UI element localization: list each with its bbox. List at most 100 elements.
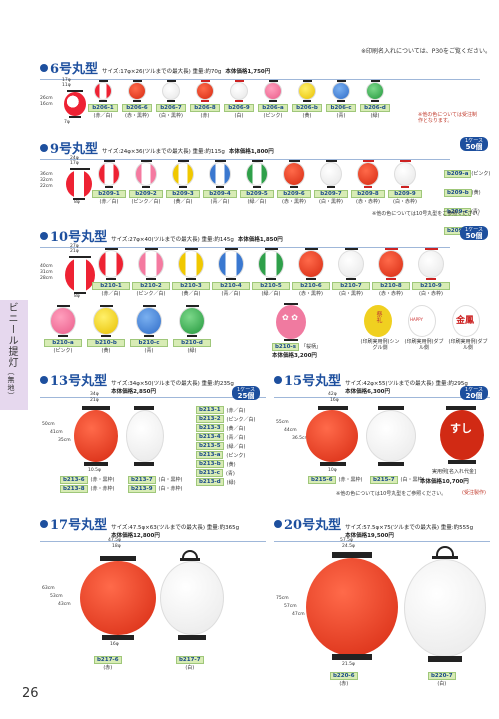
product-code: b210-6 (292, 282, 330, 290)
product-caption: (白・黒枠) (319, 199, 343, 205)
product-code: b206-9 (224, 104, 254, 112)
product-caption: (赤／白) (99, 199, 119, 205)
product-row: b210-1 (赤／白) b210-2 (ピンク／白) b210-3 (黄／白) b210-… (92, 248, 492, 300)
price: 本体価格1,800円 (228, 149, 274, 155)
lantern-image (196, 80, 214, 104)
lantern-image (93, 305, 119, 339)
product-item: b209-9 (白・赤枠) (388, 160, 422, 208)
product-item: b206-6 (赤・黒枠) (122, 80, 152, 128)
product-item: b210-b (黄) (87, 305, 125, 357)
spec: サイズ:57.5φ×75(ツルまでの最大長) 重量:約555g (345, 525, 474, 531)
product-caption: (白・黒枠) (339, 291, 363, 297)
product-item: b206-8 (赤) (190, 80, 220, 128)
product-caption: (黄) (101, 348, 111, 354)
lantern-image (418, 248, 444, 282)
note-order: (受注製作) (462, 490, 486, 496)
color-variant: b213-1 (赤／白) (196, 406, 272, 414)
product-item: b210-d (緑) (173, 305, 211, 357)
product-caption: (黄) (302, 113, 312, 119)
product-b217-red: b217-6 (赤) (94, 656, 122, 671)
page-number: 26 (22, 686, 39, 701)
sakura-name: 「桜柄」 (300, 344, 321, 350)
side-tab (0, 300, 28, 410)
lantern-image (378, 248, 404, 282)
color-variant: b209-c (青) (444, 198, 494, 217)
color-variant: b213-a (ピンク) (196, 451, 272, 459)
variant-code: b213-4 (196, 433, 224, 441)
product-code: b209-1 (92, 190, 126, 198)
variant-color: (ピンク) (471, 171, 491, 177)
product-code: b209-3 (166, 190, 200, 198)
lantern-image (264, 80, 282, 104)
color-variant: b213-3 (黄／白) (196, 424, 272, 432)
product-b213-white: b213-7 (白・黒枠) b213-9 (白・赤枠) (128, 476, 182, 493)
variant-code: b213-c (196, 469, 223, 477)
variant-color: (黄) (471, 190, 481, 196)
section-9: 9号丸型 サイズ:24φ×36(ツルまでの最大長) 重量:約115g 本体価格1… (40, 138, 495, 160)
variant-code: b213-5 (196, 442, 224, 450)
product-item: b210-3 (黄／白) (172, 248, 210, 300)
product-caption: (緑) (187, 348, 197, 354)
lantern-image (332, 80, 350, 104)
variant-code: b209-b (444, 189, 472, 197)
lantern-13-diagram: 34φ 21φ 50cm 41cm 35cm 10.5φ (42, 392, 192, 502)
product-code: b210-a (44, 339, 82, 347)
color-variant: b209-a (ピンク) (444, 160, 494, 179)
price: 本体価格19,500円 (345, 533, 394, 539)
section-title: 6号丸型 (40, 58, 98, 77)
lantern-image (320, 160, 342, 190)
note: ※他の色については10号丸型をご参照ください。 (372, 211, 483, 217)
case-badge: 1ケース 20個 (460, 386, 488, 400)
lantern-17-diagram: 47.5φ 18φ 63cm 53cm 43cm 16φ (42, 538, 242, 688)
product-caption: (白) (234, 113, 244, 119)
section-title: 9号丸型 (40, 138, 98, 157)
section-17: 17号丸型 サイズ:47.5φ×63(ツルまでの最大長) 重量:約365g 本体… (40, 514, 270, 542)
section-20: 20号丸型 サイズ:57.5φ×75(ツルまでの最大長) 重量:約555g 本体… (274, 514, 496, 542)
product-code: b209-9 (388, 190, 422, 198)
product-caption: (赤・黒枠) (282, 199, 306, 205)
case-badge: 1ケース 50個 (460, 137, 488, 151)
lantern-image (218, 248, 244, 282)
product-item: b209-5 (緑／白) (240, 160, 274, 208)
example-price: 本体価格10,700円 (420, 479, 469, 485)
product-caption: (ピンク／白) (131, 199, 161, 205)
note: ※他の色については10号丸型をご参照ください。 (336, 491, 447, 497)
product-code: b206-b (292, 104, 322, 112)
lantern-image (98, 160, 120, 190)
product-code: b206-6 (122, 104, 152, 112)
variant-code: b213-a (196, 451, 224, 459)
product-caption: (ピンク) (53, 348, 73, 354)
sakura-product: ✿ ✿ b210-s 「桜柄」 本体価格3,200円 (272, 303, 321, 359)
color-variant: b213-2 (ピンク／白) (196, 415, 272, 423)
product-caption: (白・赤枠) (419, 291, 443, 297)
section-10: 10号丸型 サイズ:27φ×40(ツルまでの最大長) 重量:約145g 本体価格… (40, 226, 495, 248)
product-item: b209-8 (赤・赤枠) (351, 160, 385, 208)
product-item: b210-8 (赤・赤枠) (372, 248, 410, 300)
variant-color: (ピンク／白) (226, 416, 256, 423)
lantern-image (230, 80, 248, 104)
dimension-diagram: 27φ 21φ 40cm 31cm 28cm 8φ (40, 244, 95, 300)
variant-color: (青) (225, 470, 235, 477)
product-b217-white: b217-7 (白) (176, 656, 204, 671)
product-code: b210-7 (332, 282, 370, 290)
lantern-image (338, 248, 364, 282)
lantern-image (179, 305, 205, 339)
lantern-image (136, 305, 162, 339)
variant-code: b213-d (196, 478, 224, 486)
lantern-image (209, 160, 231, 190)
section-title: 10号丸型 (40, 226, 107, 245)
dimension-diagram: 17φ 11φ 26cm 16cm 7φ (40, 78, 90, 126)
product-caption: (赤・赤枠) (379, 291, 403, 297)
price: 本体価格12,800円 (111, 533, 160, 539)
variant-color: (青) (470, 209, 480, 215)
example-caption: 実用例[名入れ代金] (432, 469, 476, 475)
product-code: b209-8 (351, 190, 385, 198)
lantern-image (162, 80, 180, 104)
color-variant: b213-4 (青／白) (196, 433, 272, 441)
product-code: b210-8 (372, 282, 410, 290)
color-variant: b213-5 (緑／白) (196, 442, 272, 450)
product-item: b206-1 (赤／白) (88, 80, 118, 128)
divider (40, 79, 480, 80)
product-item: b206-9 (白) (224, 80, 254, 128)
product-caption: (黄／白) (181, 291, 201, 297)
